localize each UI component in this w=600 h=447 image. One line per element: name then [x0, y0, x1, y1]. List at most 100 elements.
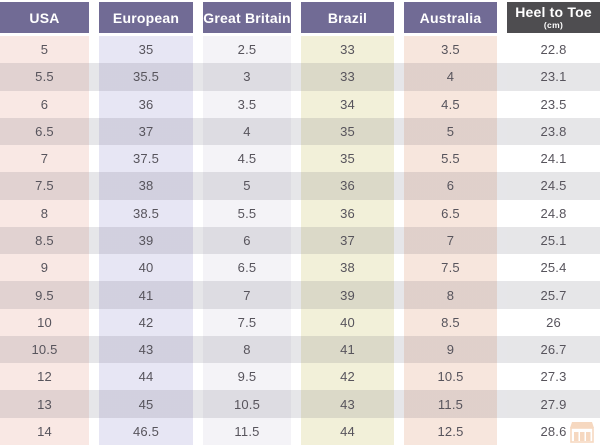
table-cell: 9.5 [203, 363, 291, 391]
table-cell: 5 [203, 172, 291, 200]
column-header-great-britain: Great Britain [203, 2, 291, 33]
table-cell: 41 [301, 335, 394, 364]
table-cell: 12 [0, 363, 89, 391]
table-cell: 6.5 [203, 254, 291, 282]
table-row: 8 38.5 5.5 36 6.5 24.8 [0, 199, 600, 227]
table-cell: 23.8 [507, 117, 600, 146]
table-cell: 26 [507, 308, 600, 336]
column-header-label: USA [29, 9, 60, 26]
table-cell: 36 [99, 90, 193, 118]
table-cell: 38 [99, 172, 193, 200]
table-cell: 7 [0, 145, 89, 173]
table-cell: 8.5 [404, 308, 497, 336]
table-cell: 7.5 [404, 254, 497, 282]
table-row: 10 42 7.5 40 8.5 26 [0, 308, 600, 336]
table-cell: 36 [301, 172, 394, 200]
table-cell: 42 [99, 308, 193, 336]
table-row: 5 35 2.5 33 3.5 22.8 [0, 36, 600, 64]
table-cell: 7 [203, 281, 291, 309]
table-cell: 7.5 [0, 172, 89, 200]
table-cell: 3 [203, 63, 291, 91]
table-cell: 24.5 [507, 172, 600, 200]
table-cell: 7.5 [203, 308, 291, 336]
table-cell: 25.1 [507, 226, 600, 255]
table-cell: 6 [203, 226, 291, 255]
table-cell: 12.5 [404, 417, 497, 445]
table-row: 7 37.5 4.5 35 5.5 24.1 [0, 145, 600, 173]
table-cell: 35 [301, 145, 394, 173]
table-cell: 42 [301, 363, 394, 391]
column-header-usa: USA [0, 2, 89, 33]
table-cell: 6.5 [0, 117, 89, 146]
table-cell: 5.5 [404, 145, 497, 173]
table-cell: 33 [301, 63, 394, 91]
table-cell: 28.6 [507, 417, 600, 445]
table-cell: 14 [0, 417, 89, 445]
table-cell: 3.5 [203, 90, 291, 118]
column-header-australia: Australia [404, 2, 497, 33]
table-cell: 10.5 [0, 335, 89, 364]
table-cell: 43 [99, 335, 193, 364]
table-cell: 4.5 [203, 145, 291, 173]
table-cell: 4 [203, 117, 291, 146]
column-header-label: European [112, 9, 180, 26]
column-header-brazil: Brazil [301, 2, 394, 33]
table-row: 6 36 3.5 34 4.5 23.5 [0, 90, 600, 118]
table-cell: 37.5 [99, 145, 193, 173]
table-cell: 38.5 [99, 199, 193, 227]
column-header-heel-to-toe: Heel to Toe (cm) [507, 2, 600, 33]
table-cell: 35 [301, 117, 394, 146]
table-cell: 39 [301, 281, 394, 309]
table-row: 10.5 43 8 41 9 26.7 [0, 335, 600, 364]
table-cell: 45 [99, 390, 193, 418]
table-cell: 9 [404, 335, 497, 364]
table-cell: 4.5 [404, 90, 497, 118]
table-cell: 33 [301, 36, 394, 64]
table-cell: 5.5 [0, 63, 89, 91]
table-cell: 40 [99, 254, 193, 282]
column-header-european: European [99, 2, 193, 33]
table-cell: 23.1 [507, 63, 600, 91]
table-cell: 6.5 [404, 199, 497, 227]
table-cell: 35 [99, 36, 193, 64]
table-row: 5.5 35.5 3 33 4 23.1 [0, 63, 600, 91]
table-cell: 11.5 [203, 417, 291, 445]
column-header-label: Great Britain [203, 9, 291, 26]
table-row: 9 40 6.5 38 7.5 25.4 [0, 254, 600, 282]
table-cell: 10.5 [203, 390, 291, 418]
table-cell: 5 [0, 36, 89, 64]
table-cell: 8 [0, 199, 89, 227]
table-cell: 39 [99, 226, 193, 255]
column-header-label: Heel to Toe [515, 4, 592, 21]
table-cell: 9 [0, 254, 89, 282]
table-cell: 8 [203, 335, 291, 364]
table-cell: 36 [301, 199, 394, 227]
table-cell: 24.1 [507, 145, 600, 173]
table-row: 13 45 10.5 43 11.5 27.9 [0, 390, 600, 418]
table-cell: 25.4 [507, 254, 600, 282]
table-cell: 6 [0, 90, 89, 118]
table-cell: 37 [99, 117, 193, 146]
table-cell: 2.5 [203, 36, 291, 64]
table-row: 14 46.5 11.5 44 12.5 28.6 [0, 417, 600, 445]
table-cell: 9.5 [0, 281, 89, 309]
table-cell: 11.5 [404, 390, 497, 418]
table-cell: 27.9 [507, 390, 600, 418]
table-cell: 43 [301, 390, 394, 418]
table-cell: 5 [404, 117, 497, 146]
column-header-label: Australia [419, 9, 482, 26]
table-cell: 27.3 [507, 363, 600, 391]
table-cell: 7 [404, 226, 497, 255]
table-body: 5 35 2.5 33 3.5 22.8 5.5 35.5 3 33 4 23.1 6 36 3.5 34 4.… [0, 36, 600, 445]
table-cell: 23.5 [507, 90, 600, 118]
table-cell: 24.8 [507, 199, 600, 227]
table-cell: 3.5 [404, 36, 497, 64]
table-cell: 41 [99, 281, 193, 309]
table-header-row: USA European Great Britain Brazil Austra… [0, 2, 600, 33]
table-cell: 6 [404, 172, 497, 200]
table-cell: 22.8 [507, 36, 600, 64]
table-cell: 44 [99, 363, 193, 391]
table-row: 8.5 39 6 37 7 25.1 [0, 226, 600, 255]
table-row: 9.5 41 7 39 8 25.7 [0, 281, 600, 309]
